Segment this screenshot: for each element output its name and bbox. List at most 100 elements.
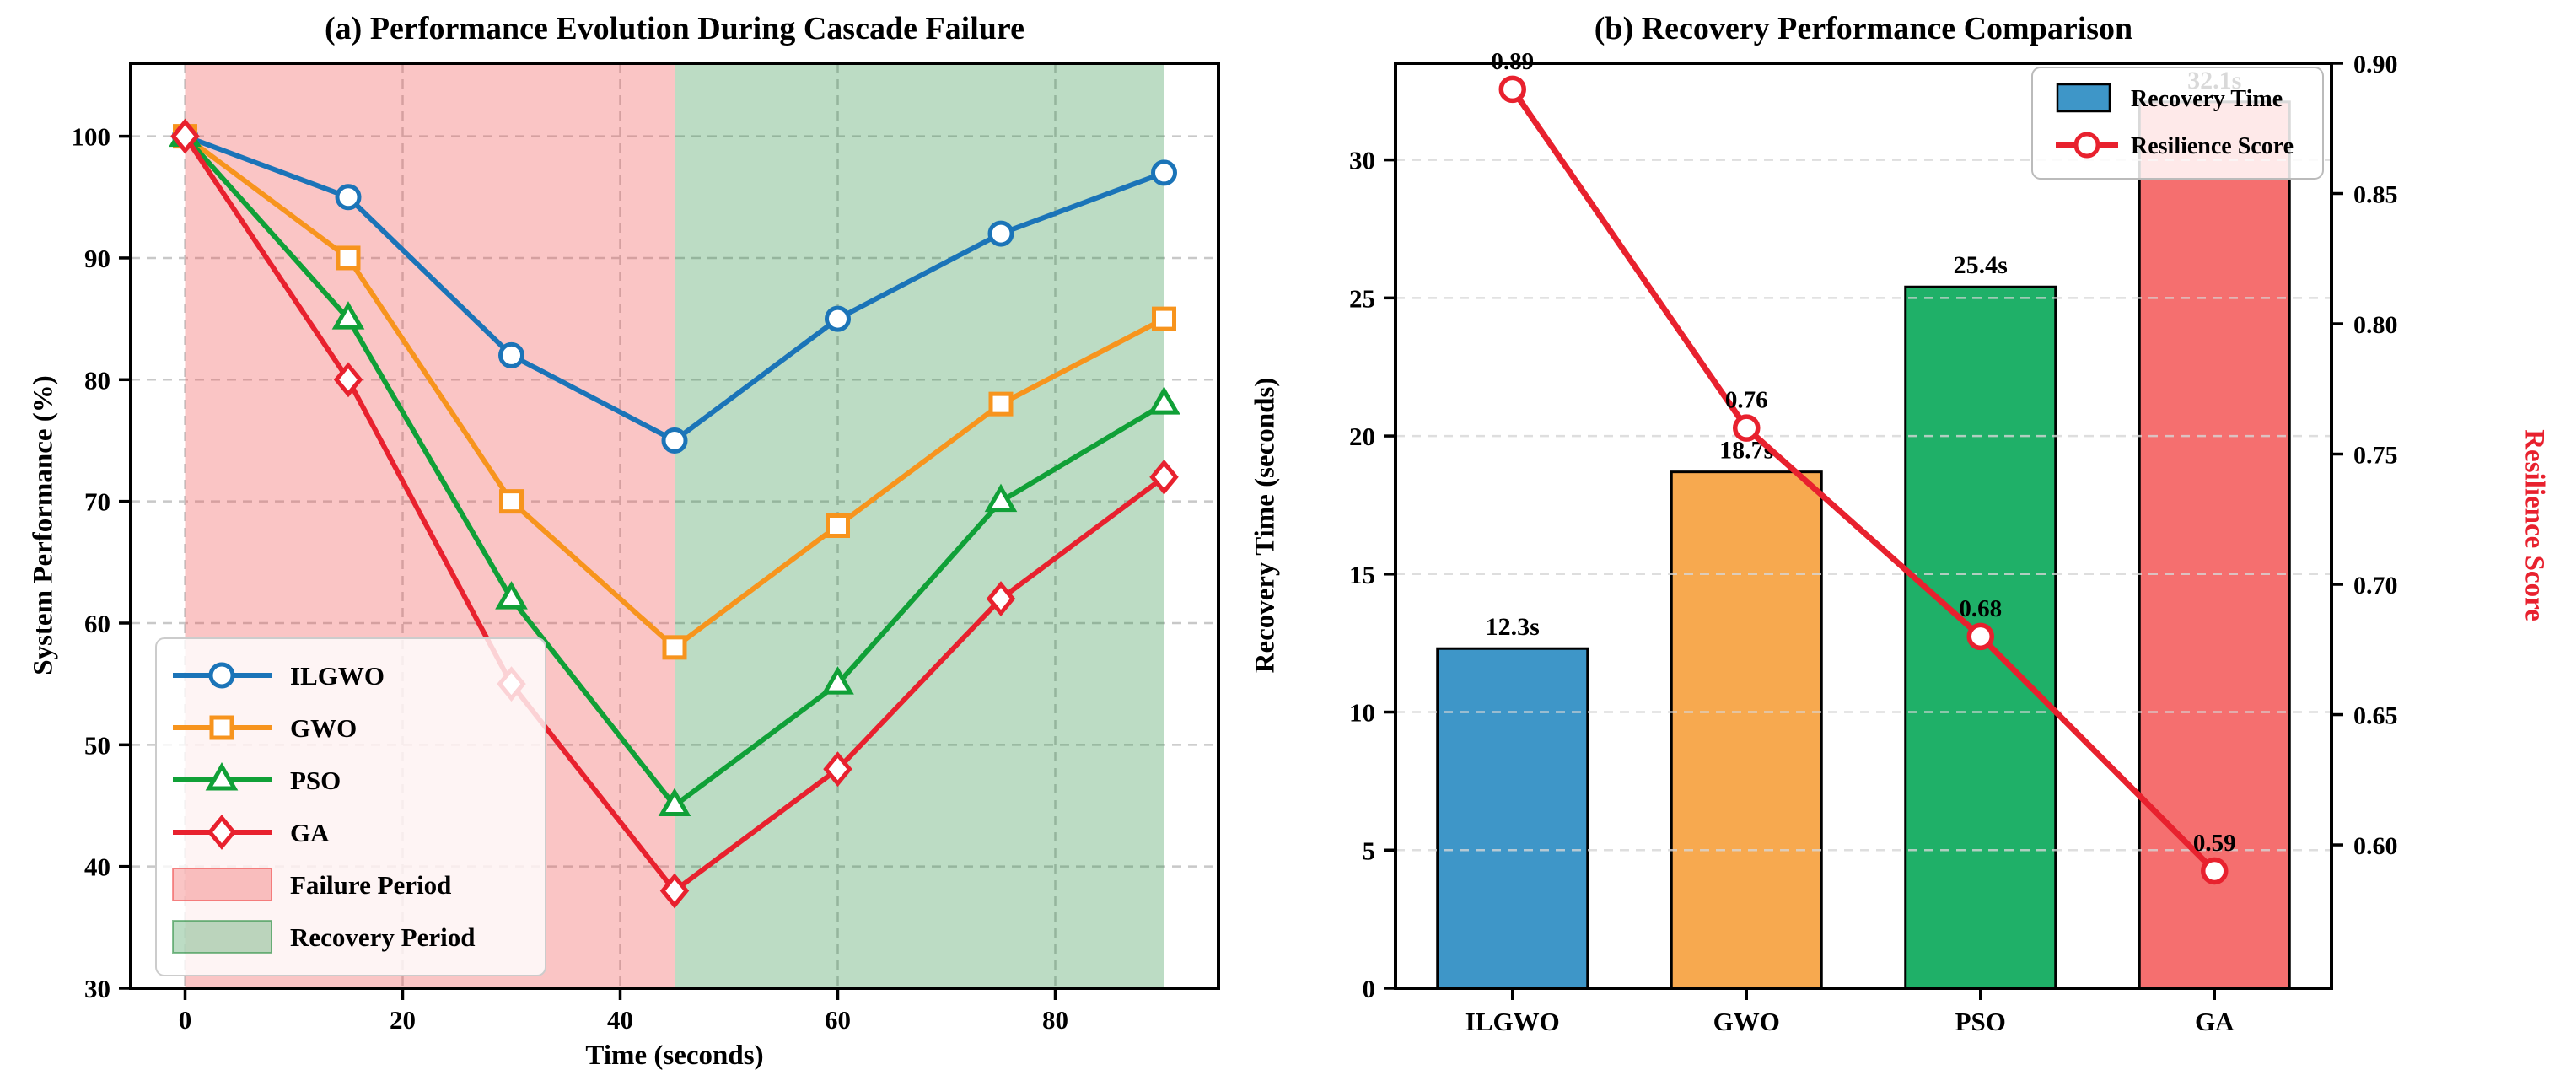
panel-b-grid	[1396, 159, 2331, 852]
resilience-value-labels: 0.89 0.76 0.68 0.59	[1491, 48, 2235, 857]
text-shape: GA	[2195, 1007, 2235, 1036]
panel-b-chart: 12.3s18.7s25.4s32.1s0.890.760.680.590510…	[1349, 48, 2398, 1036]
polyline-shape	[1509, 87, 2217, 874]
rect-shape	[499, 489, 524, 514]
text-shape: 0.59	[2193, 830, 2236, 857]
text-shape: PSO	[290, 766, 341, 795]
rect-shape	[209, 715, 234, 740]
circle-shape	[1966, 622, 1994, 651]
text-shape: 0.89	[1491, 48, 1534, 75]
text-shape: 25	[1349, 283, 1375, 313]
polygon-shape	[1149, 459, 1179, 495]
text-shape: 10	[1349, 698, 1375, 728]
text-shape: 0	[1363, 974, 1376, 1003]
text-shape: 60	[825, 1005, 851, 1035]
panel-b-plot-border	[1394, 62, 2333, 990]
text-shape: Recovery Time	[2131, 86, 2283, 112]
panel-b-left-y-axis-ticks: 0 5 10 15 20 25 30	[1349, 146, 1396, 1003]
rect-shape	[1152, 306, 1176, 331]
resilience-line	[1498, 75, 2229, 885]
text-shape: 0.68	[1959, 595, 2002, 622]
text-shape: Resilience Score	[2131, 133, 2294, 159]
text-shape: 0	[179, 1005, 192, 1035]
text-shape: 0.76	[1725, 387, 1768, 414]
text-shape: 30	[84, 974, 110, 1003]
text-shape: ILGWO	[290, 661, 385, 691]
panel-a-title: (a) Performance Evolution During Cascade…	[325, 11, 1024, 46]
rect-shape	[155, 637, 546, 976]
panel-a-plot-border	[129, 62, 1220, 990]
text-shape: 12.3s	[1486, 613, 1540, 641]
legend-item-recovery-period: Recovery Period	[172, 920, 475, 954]
polygon-shape	[986, 581, 1016, 617]
polygon-shape	[205, 761, 239, 791]
circle-shape	[208, 662, 235, 689]
circle-shape	[661, 427, 688, 454]
text-shape: 70	[84, 487, 110, 517]
rect-shape	[826, 513, 850, 538]
text-shape: 5	[1363, 836, 1376, 865]
panel-b-x-axis-ticks: ILGWO GWO PSO GA	[1465, 988, 2235, 1036]
rect-shape	[662, 635, 687, 660]
polygon-shape	[333, 362, 363, 398]
rect-shape	[172, 920, 272, 954]
rect-shape	[988, 391, 1014, 417]
circle-shape	[1151, 159, 1177, 186]
text-shape: Failure Period	[290, 870, 451, 900]
bar-ilgwo	[1436, 647, 1589, 990]
circle-shape	[825, 305, 851, 332]
text-shape: 40	[607, 1005, 633, 1035]
panel-a-x-axis-label: Time (seconds)	[585, 1040, 764, 1071]
circle-shape	[498, 341, 524, 368]
panel-a-legend: ILGWO GWO PSO GA Failure Period Recovery Peri…	[155, 637, 546, 976]
text-shape: 0.85	[2353, 181, 2398, 209]
text-shape: 0.70	[2353, 572, 2398, 599]
text-shape: 80	[84, 365, 110, 395]
text-shape: GWO	[290, 713, 357, 743]
panel-b-title: (b) Recovery Performance Comparison	[1594, 11, 2133, 46]
legend-item-resilience-score: Resilience Score	[2056, 132, 2294, 159]
text-shape: 0.90	[2353, 51, 2398, 78]
polygon-shape	[821, 666, 854, 695]
text-shape: 15	[1349, 560, 1375, 589]
circle-shape	[1733, 414, 1761, 442]
circle-shape	[2073, 132, 2100, 159]
text-shape: 0.80	[2353, 311, 2398, 339]
text-shape: 50	[84, 730, 110, 760]
polygon-shape	[658, 788, 691, 816]
legend-item-pso: PSO	[173, 761, 341, 795]
rect-shape	[172, 868, 272, 901]
rect-shape	[2056, 83, 2111, 113]
polygon-shape	[823, 751, 852, 788]
legend-item-recovery-time: Recovery Time	[2056, 83, 2283, 113]
text-shape: ILGWO	[1465, 1007, 1560, 1036]
text-shape: GWO	[1713, 1007, 1780, 1036]
panel-a-x-axis-ticks: 0 20 40 60 80	[179, 988, 1068, 1035]
polygon-shape	[1148, 386, 1180, 415]
circle-shape	[1498, 75, 1526, 104]
legend-item-gwo: GWO	[173, 713, 357, 743]
text-shape: 100	[72, 122, 111, 152]
panel-b-right-y-axis-ticks: 0.60 0.65 0.70 0.75 0.80 0.85 0.90	[2331, 51, 2398, 860]
legend-item-ilgwo: ILGWO	[173, 661, 385, 691]
circle-shape	[987, 220, 1014, 247]
text-shape: 20	[1349, 422, 1375, 451]
recovery-period-region	[675, 63, 1164, 988]
text-shape: 40	[84, 852, 110, 882]
polygon-shape	[659, 873, 690, 909]
panel-a-chart: 0 20 40 60 80 30 40 50 60 70 80 90 100 ILGWO GWO PSO GA F…	[72, 62, 1220, 1035]
legend-item-ga: GA	[173, 814, 330, 850]
text-shape: 0.65	[2353, 702, 2398, 730]
rect-shape	[336, 245, 361, 271]
text-shape: 30	[1349, 146, 1375, 175]
polygon-shape	[207, 814, 237, 850]
text-shape: Recovery Period	[290, 922, 475, 952]
polygon-shape	[984, 483, 1018, 513]
panel-a-y-axis-ticks: 30 40 50 60 70 80 90 100	[72, 122, 131, 1003]
text-shape: 60	[84, 609, 110, 638]
text-shape: 25.4s	[1954, 251, 2008, 279]
circle-shape	[2201, 857, 2229, 885]
polygon-shape	[170, 118, 200, 154]
text-shape: 80	[1042, 1005, 1068, 1035]
